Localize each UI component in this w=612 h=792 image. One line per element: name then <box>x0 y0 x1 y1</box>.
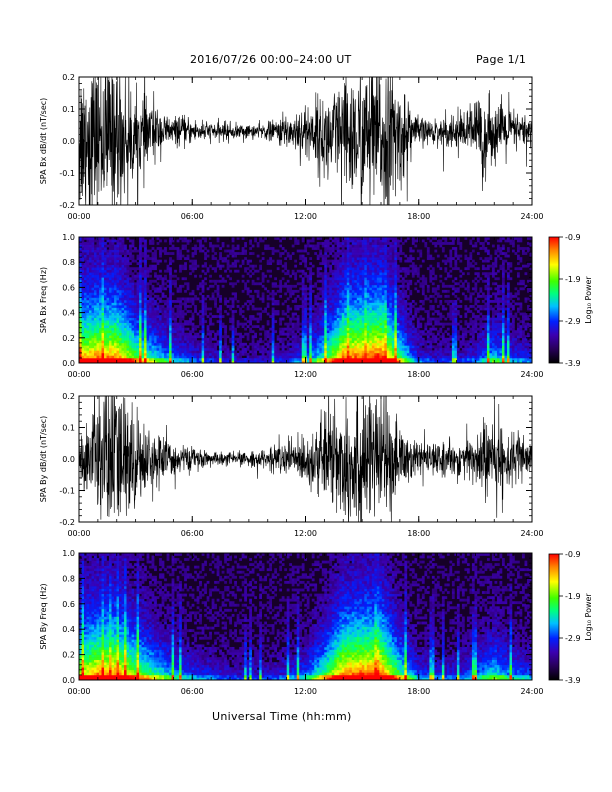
x-tick-label: 00:00 <box>67 212 90 221</box>
x-tick-label: 00:00 <box>67 529 90 538</box>
y-tick-label: 0.1 <box>62 105 75 114</box>
y-tick-label: -0.1 <box>59 487 75 496</box>
y-tick-label: -0.2 <box>59 518 75 527</box>
x-tick-label: 12:00 <box>294 687 317 696</box>
waveform-trace <box>79 396 532 522</box>
colorbar-tick-label: -2.9 <box>565 634 581 643</box>
x-axis-label: Universal Time (hh:mm) <box>212 710 352 723</box>
x-tick-label: 12:00 <box>294 370 317 379</box>
bx-waveform-panel: -0.2 -0.1 0.0 0.1 0.2 00:00 06:00 12:00 18:00 24:… <box>39 73 544 221</box>
colorbar: -0.9 -1.9 -2.9 -3.9 Log₁₀ Power <box>548 550 593 685</box>
colorbar-tick-label: -0.9 <box>565 233 581 242</box>
x-tick-label: 24:00 <box>520 687 543 696</box>
x-tick-label: 00:00 <box>67 687 90 696</box>
x-tick-label: 00:00 <box>67 370 90 379</box>
x-tick-label: 24:00 <box>520 212 543 221</box>
colorbar-tick-label: -0.9 <box>565 550 581 559</box>
colorbar-tick-label: -1.9 <box>565 275 581 284</box>
y-tick-label: 0.2 <box>62 73 75 82</box>
colorbar-tick-label: -2.9 <box>565 317 581 326</box>
x-tick-label: 18:00 <box>407 212 430 221</box>
page-indicator: Page 1/1 <box>476 53 527 66</box>
y-tick-label: 0.2 <box>62 334 75 343</box>
by-spectrogram-panel: 0.0 0.2 0.4 0.6 0.8 1.0 00:00 06:00 12:00 18:00 24… <box>39 549 544 696</box>
x-tick-label: 18:00 <box>407 370 430 379</box>
y-tick-label: 0.6 <box>62 600 75 609</box>
x-tick-label: 06:00 <box>181 370 204 379</box>
y-tick-label: 0.4 <box>62 625 75 634</box>
y-tick-label: 0.6 <box>62 283 75 292</box>
colorbar-tick-label: -3.9 <box>565 676 581 685</box>
x-tick-label: 18:00 <box>407 687 430 696</box>
x-tick-label: 24:00 <box>520 529 543 538</box>
colorbar: -0.9 -1.9 -2.9 -3.9 Log₁₀ Power <box>548 233 593 368</box>
spectrogram-cells <box>79 553 532 680</box>
y-tick-label: 0.2 <box>62 651 75 660</box>
y-tick-label: 1.0 <box>62 233 75 242</box>
spectrogram-cells <box>79 237 532 363</box>
x-tick-label: 06:00 <box>181 212 204 221</box>
plot-title: 2016/07/26 00:00–24:00 UT <box>190 53 352 66</box>
y-tick-label: -0.2 <box>59 201 75 210</box>
y-tick-label: 0.1 <box>62 424 75 433</box>
x-tick-label: 12:00 <box>294 529 317 538</box>
y-tick-label: 0.4 <box>62 309 75 318</box>
y-tick-label: -0.1 <box>59 169 75 178</box>
y-tick-label: 0.0 <box>62 137 75 146</box>
y-axis-label: SPA Bx dB/dt (nT/sec) <box>39 98 48 185</box>
colorbar-tick-label: -1.9 <box>565 592 581 601</box>
y-tick-label: 0.0 <box>62 455 75 464</box>
y-tick-label: 0.8 <box>62 574 75 583</box>
colorbar-label: Log₁₀ Power <box>584 276 593 324</box>
by-waveform-panel: -0.2 -0.1 0.0 0.1 0.2 00:00 06:00 12:00 18:00 24:… <box>39 392 544 538</box>
y-tick-label: 0.8 <box>62 258 75 267</box>
x-tick-label: 18:00 <box>407 529 430 538</box>
x-tick-label: 12:00 <box>294 212 317 221</box>
x-tick-label: 06:00 <box>181 687 204 696</box>
y-axis-label: SPA Bx Freq (Hz) <box>39 267 48 333</box>
y-tick-label: 0.0 <box>62 359 75 368</box>
colorbar-tick-label: -3.9 <box>565 359 581 368</box>
y-axis-label: SPA By dB/dt (nT/sec) <box>39 416 48 503</box>
colorbar-label: Log₁₀ Power <box>584 593 593 641</box>
bx-spectrogram-panel: 0.0 0.2 0.4 0.6 0.8 1.0 00:00 06:00 12:00 18:00 24… <box>39 233 544 379</box>
x-tick-label: 06:00 <box>181 529 204 538</box>
x-tick-label: 24:00 <box>520 370 543 379</box>
y-axis-label: SPA By Freq (Hz) <box>39 583 48 649</box>
y-tick-label: 0.2 <box>62 392 75 401</box>
y-tick-label: 0.0 <box>62 676 75 685</box>
waveform-trace <box>79 77 532 205</box>
y-tick-label: 1.0 <box>62 549 75 558</box>
